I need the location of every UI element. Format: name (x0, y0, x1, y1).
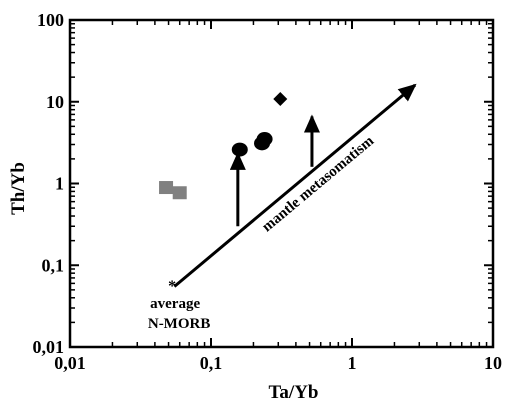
x-tick-label: 0,01 (54, 353, 86, 373)
x-tick-label: 10 (484, 353, 502, 373)
trend-arrow-label: mantle metasomatism (259, 133, 377, 236)
circle-point (256, 132, 273, 147)
trend-arrow (173, 83, 417, 288)
diamond-point (273, 92, 288, 107)
y-tick-label: 0,01 (33, 337, 65, 357)
y-tick-label: 0,1 (42, 255, 65, 275)
reference-label-line2: N-MORB (148, 316, 211, 332)
y-tick-label: 100 (37, 10, 64, 30)
square-point (159, 181, 174, 195)
square-point (172, 186, 187, 200)
axes (68, 18, 495, 349)
reference-label-line1: average (150, 296, 200, 312)
x-axis-label: Ta/Yb (269, 382, 319, 401)
ticks: 0,01 0,1 1 10 0,01 0,1 1 10 100 (33, 10, 503, 373)
reference-asterisk: * (168, 278, 176, 295)
annotations: * (168, 83, 417, 295)
y-tick-label: 1 (55, 174, 64, 194)
plot-frame (68, 18, 495, 349)
circle-point (231, 142, 248, 157)
y-tick-label: 10 (46, 92, 64, 112)
x-tick-label: 0,1 (200, 353, 223, 373)
x-tick-label: 1 (348, 353, 357, 373)
y-axis-label: Th/Yb (8, 162, 29, 215)
data-points (159, 92, 288, 200)
